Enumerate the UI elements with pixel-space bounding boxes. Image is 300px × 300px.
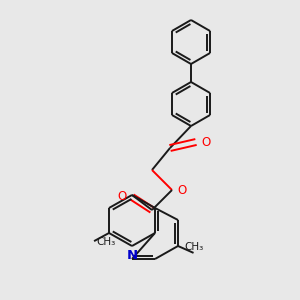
Text: O: O xyxy=(177,184,186,196)
Text: N: N xyxy=(126,249,138,262)
Text: CH₃: CH₃ xyxy=(184,242,203,252)
Text: O: O xyxy=(201,136,210,148)
Text: O: O xyxy=(118,190,127,203)
Text: CH₃: CH₃ xyxy=(96,237,115,247)
